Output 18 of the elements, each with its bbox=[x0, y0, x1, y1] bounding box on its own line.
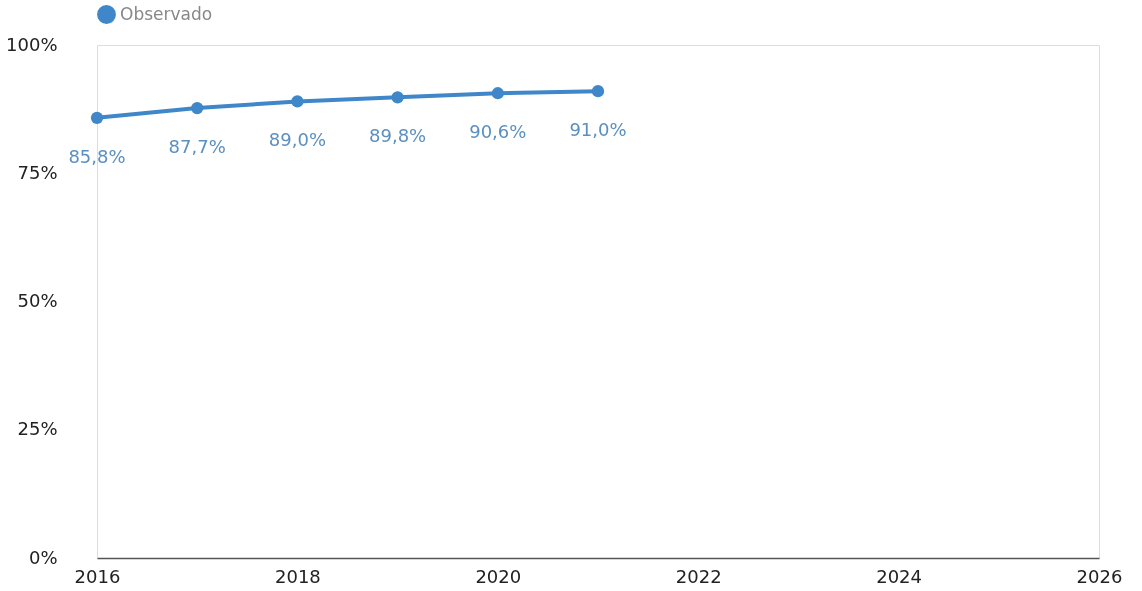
x-tick-label: 2026 bbox=[1076, 565, 1123, 587]
y-tick-label: 0% bbox=[28, 546, 58, 568]
y-tick-label: 100% bbox=[6, 33, 58, 55]
y-tick-label: 75% bbox=[17, 161, 58, 183]
x-tick-label: 2018 bbox=[274, 565, 321, 587]
x-tick-label: 2020 bbox=[475, 565, 522, 587]
x-tick-label: 2022 bbox=[675, 565, 722, 587]
legend-label: Observado bbox=[120, 3, 213, 24]
data-label: 85,8% bbox=[68, 145, 126, 167]
y-tick-label: 25% bbox=[17, 418, 58, 440]
data-label: 89,8% bbox=[369, 125, 427, 147]
x-tick-label: 2024 bbox=[876, 565, 923, 587]
data-label: 91,0% bbox=[569, 119, 627, 141]
data-label: 89,0% bbox=[268, 129, 326, 151]
y-tick-label: 50% bbox=[17, 290, 58, 311]
data-label: 90,6% bbox=[469, 121, 527, 143]
x-tick-label: 2016 bbox=[74, 565, 121, 587]
data-label: 87,7% bbox=[168, 136, 226, 158]
